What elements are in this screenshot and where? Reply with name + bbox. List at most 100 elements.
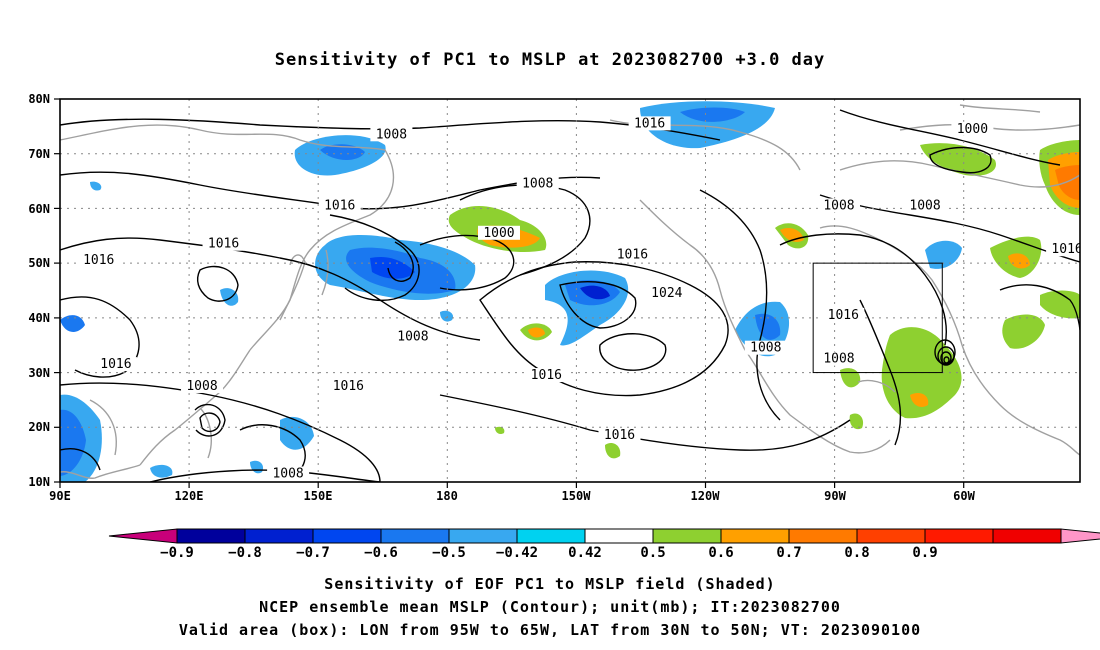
contour-label: 1024 [651,286,682,301]
contour-label-bg [94,357,137,372]
contour-label-bg [598,428,641,443]
contour-label-bg [744,340,787,355]
colorbar-tick-label: −0.42 [496,545,538,561]
lon-label: 120E [175,489,204,503]
color-bar [108,528,1100,544]
contour-label-bg [318,198,361,213]
contour-label-bg [202,236,245,251]
contour-label: 1016 [1051,242,1082,257]
contour-label-bg [628,116,671,131]
colorbar-segment [448,528,518,544]
contour-label-bg [391,329,434,344]
contour-label: 1016 [604,428,635,443]
colorbar-tick-label: 0.6 [708,545,733,561]
lon-label: 180 [436,489,458,503]
map-frame [59,98,1081,483]
lat-label: 20N [28,420,50,434]
contour-label: 1016 [324,198,355,213]
colorbar-tick-label: −0.9 [160,545,194,561]
colorbar-tick-label: 0.9 [912,545,937,561]
lat-label: 50N [28,256,50,270]
contour-label: 1008 [397,330,428,345]
contour-label: 1000 [957,122,988,137]
contour-label-bg [951,121,994,136]
contour-label-bg [822,307,865,322]
contour-label-bg [370,127,413,142]
latitude-labels: 80N 70N 60N 50N 40N 30N 20N 10N [28,92,50,489]
lon-label: 60W [953,489,975,503]
lon-label: 90E [49,489,71,503]
lon-label: 150W [562,489,592,503]
map-title: Sensitivity of PC1 to MSLP at 2023082700… [274,50,826,70]
contour-label: 1008 [186,379,217,394]
colorbar-segment [312,528,382,544]
colorbar-max-triangle [1060,528,1100,544]
contour-label: 1008 [522,177,553,192]
contour-label: 1008 [272,467,303,482]
lat-label: 60N [28,202,50,216]
colorbar-segment [176,528,246,544]
colorbar-segment [720,528,790,544]
lon-label: 120W [691,489,721,503]
contour-label-bg [267,466,310,481]
contour-label-bg [525,368,568,383]
lat-label: 40N [28,311,50,325]
lon-label: 90W [824,489,846,503]
colorbar-segment [652,528,722,544]
colorbar-min-triangle [108,528,178,544]
lat-label: 10N [28,475,50,489]
colorbar-segment [244,528,314,544]
contour-label: 1008 [750,341,781,356]
caption-valid-area: Valid area (box): LON from 95W to 65W, L… [178,621,922,639]
contour-label: 1016 [634,116,665,131]
contour-label: 1016 [208,237,239,252]
graticule [60,99,1080,482]
contour-label-bg [327,378,370,393]
sensitivity-shading-negative [60,101,962,482]
colorbar-tick-label: 0.8 [844,545,869,561]
colorbar-tick-label: −0.6 [364,545,398,561]
lat-label: 70N [28,147,50,161]
axis-ticks [54,98,965,488]
contour-label-bg [181,378,224,393]
contour-label-bg [817,351,860,366]
contour-label-bg [611,247,654,262]
contour-label-bg [904,198,947,213]
colorbar-tick-label: −0.5 [432,545,466,561]
colorbar-segment [516,528,586,544]
colorbar-segment [584,528,654,544]
valid-area-box [812,262,943,374]
contour-label: 1016 [100,357,131,372]
contour-label-bg [77,253,120,268]
contour-label: 1008 [823,352,854,367]
contour-labels: 1008 1016 1000 1008 1016 1008 1008 1000 1016 1016… [77,116,1082,482]
contour-label: 1008 [909,198,940,213]
contour-label-bg [645,285,688,300]
colorbar-segment [856,528,926,544]
contour-label: 1008 [376,127,407,142]
contour-label: 1016 [617,248,648,263]
colorbar-tick-label: 0.42 [568,545,602,561]
colorbar-tick-label: 0.7 [776,545,801,561]
longitude-labels: 90E 120E 150E 180 150W 120W 90W 60W [49,489,975,503]
caption-shading: Sensitivity of EOF PC1 to MSLP field (Sh… [324,575,776,593]
lon-label: 150E [304,489,333,503]
contour-label: 1008 [823,198,854,213]
colorbar-segment [992,528,1062,544]
contour-label: 1016 [828,308,859,323]
colorbar-segment [380,528,450,544]
contour-label: 1016 [333,379,364,394]
color-bar-labels: −0.9 −0.8 −0.7 −0.6 −0.5 −0.42 0.42 0.5 … [160,545,938,561]
caption-contour: NCEP ensemble mean MSLP (Contour); unit(… [259,598,841,616]
colorbar-segment [924,528,994,544]
contour-label: 1016 [531,368,562,383]
lat-label: 30N [28,366,50,380]
contour-label-bg [817,198,860,213]
colorbar-segment [788,528,858,544]
contour-label: 1016 [83,253,114,268]
contour-label-bg [1046,242,1080,257]
colorbar-tick-label: 0.5 [640,545,665,561]
colorbar-tick-label: −0.7 [296,545,330,561]
contour-label-bg [477,225,520,240]
